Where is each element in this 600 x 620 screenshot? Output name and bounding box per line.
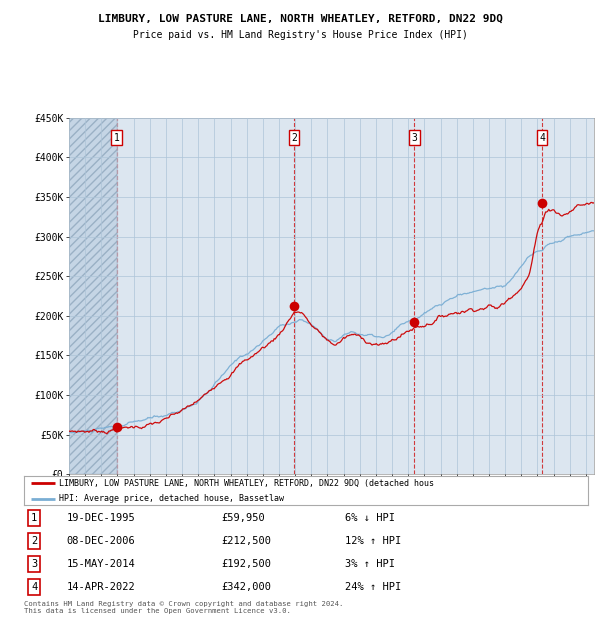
Text: £192,500: £192,500 bbox=[221, 559, 271, 569]
Text: 1: 1 bbox=[31, 513, 37, 523]
Text: 19-DEC-1995: 19-DEC-1995 bbox=[66, 513, 135, 523]
Text: LIMBURY, LOW PASTURE LANE, NORTH WHEATLEY, RETFORD, DN22 9DQ (detached hous: LIMBURY, LOW PASTURE LANE, NORTH WHEATLE… bbox=[59, 479, 434, 487]
Text: Contains HM Land Registry data © Crown copyright and database right 2024.
This d: Contains HM Land Registry data © Crown c… bbox=[24, 601, 343, 614]
Text: 6% ↓ HPI: 6% ↓ HPI bbox=[346, 513, 395, 523]
Text: HPI: Average price, detached house, Bassetlaw: HPI: Average price, detached house, Bass… bbox=[59, 494, 284, 503]
Text: 3: 3 bbox=[31, 559, 37, 569]
Text: £342,000: £342,000 bbox=[221, 582, 271, 592]
Text: 2: 2 bbox=[291, 133, 297, 143]
Text: 12% ↑ HPI: 12% ↑ HPI bbox=[346, 536, 402, 546]
Text: 3% ↑ HPI: 3% ↑ HPI bbox=[346, 559, 395, 569]
Text: 08-DEC-2006: 08-DEC-2006 bbox=[66, 536, 135, 546]
Text: 15-MAY-2014: 15-MAY-2014 bbox=[66, 559, 135, 569]
Text: 1: 1 bbox=[114, 133, 120, 143]
Text: 4: 4 bbox=[31, 582, 37, 592]
Text: LIMBURY, LOW PASTURE LANE, NORTH WHEATLEY, RETFORD, DN22 9DQ: LIMBURY, LOW PASTURE LANE, NORTH WHEATLE… bbox=[97, 14, 503, 24]
Text: 14-APR-2022: 14-APR-2022 bbox=[66, 582, 135, 592]
Bar bbox=[69, 118, 117, 474]
Text: 2: 2 bbox=[31, 536, 37, 546]
Text: 3: 3 bbox=[411, 133, 417, 143]
Text: Price paid vs. HM Land Registry's House Price Index (HPI): Price paid vs. HM Land Registry's House … bbox=[133, 30, 467, 40]
Text: 4: 4 bbox=[539, 133, 545, 143]
Bar bbox=[69, 118, 117, 474]
Text: £59,950: £59,950 bbox=[221, 513, 265, 523]
Text: 24% ↑ HPI: 24% ↑ HPI bbox=[346, 582, 402, 592]
Text: £212,500: £212,500 bbox=[221, 536, 271, 546]
